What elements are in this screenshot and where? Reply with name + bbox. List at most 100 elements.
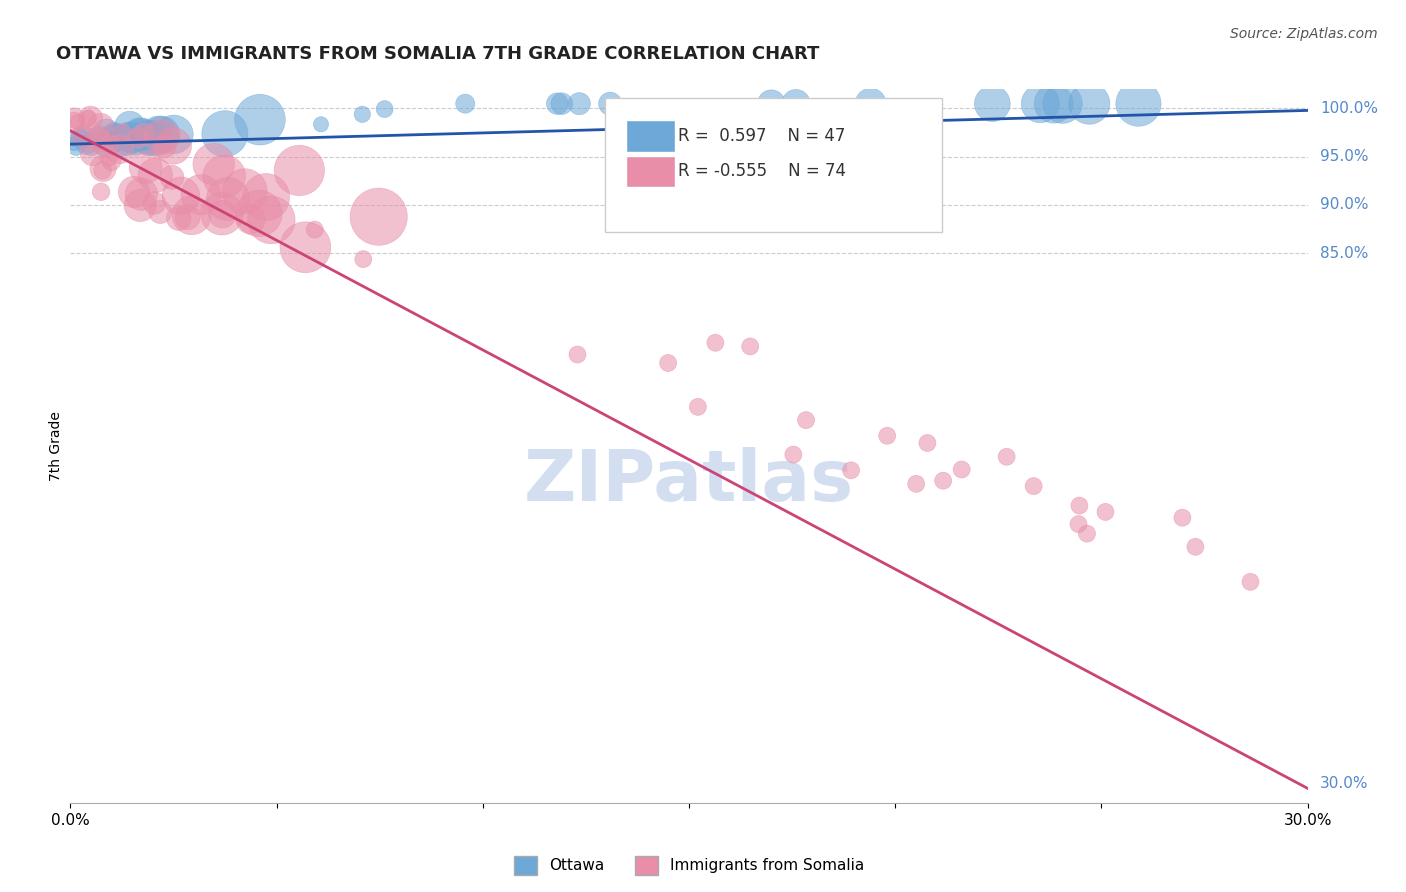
Point	[138, 131, 160, 145]
Point	[76, 111, 98, 125]
Text: 85.0%: 85.0%	[1320, 245, 1368, 260]
Point	[1239, 574, 1261, 589]
Point	[352, 107, 374, 121]
Point	[217, 192, 239, 206]
Point	[859, 96, 882, 111]
Point	[1171, 510, 1194, 524]
Point	[567, 347, 589, 361]
Point	[118, 120, 141, 134]
Point	[77, 111, 100, 125]
Point	[782, 448, 804, 462]
Point	[294, 240, 316, 254]
Point	[905, 476, 928, 491]
Point	[108, 142, 131, 156]
Point	[63, 111, 86, 125]
Point	[94, 137, 117, 152]
Point	[89, 130, 111, 145]
Text: 30.0%: 30.0%	[1320, 776, 1368, 791]
Point	[981, 96, 1004, 111]
Point	[100, 154, 122, 169]
Point	[135, 160, 157, 174]
Text: OTTAWA VS IMMIGRANTS FROM SOMALIA 7TH GRADE CORRELATION CHART: OTTAWA VS IMMIGRANTS FROM SOMALIA 7TH GR…	[56, 45, 820, 62]
Point	[180, 208, 202, 222]
Point	[1128, 96, 1150, 111]
Point	[176, 210, 198, 224]
Point	[90, 132, 112, 146]
Text: 100.0%: 100.0%	[1320, 101, 1378, 116]
Point	[118, 130, 141, 145]
Point	[740, 339, 762, 353]
Text: R =  0.597    N = 47: R = 0.597 N = 47	[678, 127, 845, 145]
Point	[568, 96, 591, 111]
Point	[1067, 517, 1090, 532]
Point	[90, 185, 112, 199]
Point	[950, 462, 973, 476]
Point	[163, 128, 186, 142]
Point	[761, 96, 783, 111]
Text: R = -0.555    N = 74: R = -0.555 N = 74	[678, 162, 845, 180]
Point	[247, 206, 270, 220]
Point	[73, 128, 96, 143]
Point	[80, 137, 103, 152]
Point	[128, 127, 150, 141]
Point	[211, 207, 233, 221]
Point	[170, 189, 193, 203]
Point	[546, 96, 568, 111]
Point	[932, 474, 955, 488]
Point	[150, 128, 173, 142]
Point	[1069, 499, 1091, 513]
Point	[1022, 479, 1045, 493]
Point	[72, 129, 94, 144]
Y-axis label: 7th Grade: 7th Grade	[49, 411, 63, 481]
Point	[254, 190, 277, 204]
Point	[101, 132, 124, 146]
Point	[551, 96, 574, 111]
Point	[107, 136, 129, 150]
Point	[1184, 540, 1206, 554]
Point	[1094, 505, 1116, 519]
Text: 90.0%: 90.0%	[1320, 197, 1368, 212]
Point	[876, 429, 898, 443]
Point	[148, 127, 170, 141]
Point	[374, 102, 396, 116]
Point	[143, 168, 166, 182]
Point	[249, 112, 271, 127]
Point	[304, 222, 326, 236]
Point	[145, 131, 167, 145]
Point	[143, 196, 166, 211]
Point	[91, 163, 114, 178]
Point	[87, 133, 110, 147]
Text: ZIPatlas: ZIPatlas	[524, 447, 853, 516]
Point	[66, 115, 89, 129]
Point	[190, 187, 212, 202]
Point	[657, 356, 679, 370]
Text: 95.0%: 95.0%	[1320, 149, 1368, 164]
Point	[367, 210, 389, 224]
Point	[70, 132, 93, 146]
Point	[167, 211, 190, 226]
Point	[124, 132, 146, 146]
Point	[63, 115, 86, 129]
Point	[454, 96, 477, 111]
Point	[75, 137, 97, 152]
Point	[82, 146, 104, 161]
Text: Source: ZipAtlas.com: Source: ZipAtlas.com	[1230, 27, 1378, 41]
Point	[214, 127, 236, 141]
Point	[63, 132, 86, 146]
Point	[129, 198, 152, 212]
Point	[1052, 96, 1074, 111]
Point	[90, 119, 112, 133]
Point	[131, 187, 153, 202]
Point	[202, 157, 225, 171]
Point	[686, 400, 709, 414]
Point	[91, 161, 114, 176]
Point	[233, 184, 256, 198]
Point	[794, 413, 817, 427]
Point	[122, 185, 145, 199]
Point	[1076, 526, 1098, 541]
Legend: Ottawa, Immigrants from Somalia: Ottawa, Immigrants from Somalia	[508, 850, 870, 880]
Point	[1029, 96, 1052, 111]
Point	[104, 130, 127, 145]
Point	[97, 150, 120, 164]
Point	[104, 129, 127, 144]
